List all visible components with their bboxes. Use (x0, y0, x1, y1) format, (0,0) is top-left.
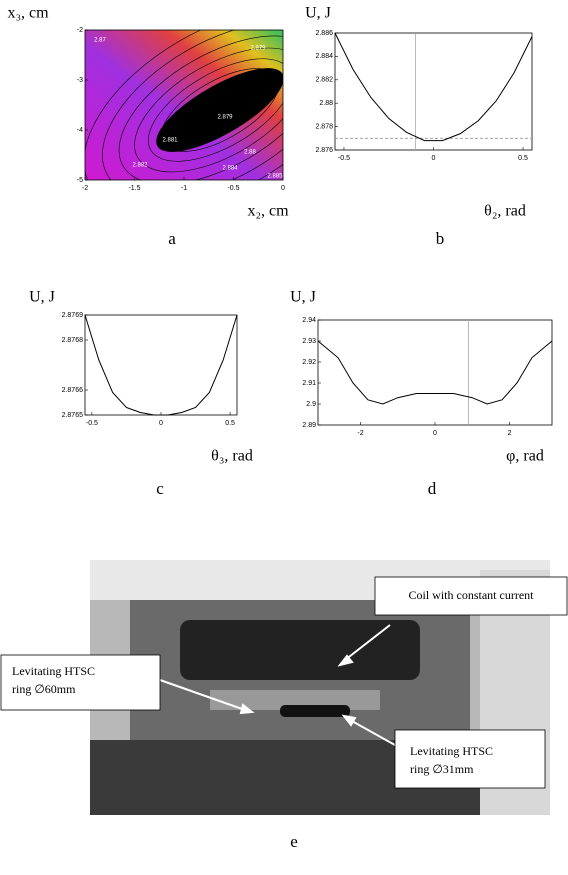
y-tick-label: 2.876 (315, 147, 333, 154)
callout-text: Levitating HTSC (12, 664, 95, 678)
y-axis-label: x₃, cm (7, 5, 49, 22)
y-axis-label: U, J (29, 289, 55, 306)
y-tick-label: 2.8765 (62, 412, 84, 419)
curve (317, 340, 553, 405)
panel-letter: d (428, 479, 437, 498)
x-tick-label: -1.5 (128, 185, 140, 192)
x-tick-label: -0.5 (86, 420, 98, 427)
x-tick-label: 0 (281, 185, 285, 192)
callout-text: Coil with constant current (409, 588, 535, 602)
plot-frame (84, 314, 238, 416)
callout-text: ring ∅31mm (410, 762, 474, 776)
y-tick-label: 2.878 (315, 123, 333, 130)
x-tick-label: -0.5 (227, 185, 239, 192)
contour-label: 2.879 (217, 115, 233, 121)
contour-label: 2.88 (244, 150, 256, 156)
x-tick-label: 2 (508, 430, 512, 437)
x-axis-label: θ₃, rad (211, 448, 253, 465)
y-tick-label: 2.89 (302, 422, 316, 429)
curve (334, 32, 533, 142)
x-axis-label: φ, rad (506, 448, 544, 465)
x-tick-label: -0.5 (338, 155, 350, 162)
y-tick-label: 2.8769 (62, 312, 84, 319)
y-tick-label: 2.9 (306, 401, 316, 408)
x-tick-label: -2 (357, 430, 363, 437)
panel-letter: a (168, 229, 176, 248)
plot-frame (317, 319, 553, 426)
callout-text: Levitating HTSC (410, 744, 493, 758)
y-tick-label: -3 (77, 77, 83, 84)
y-tick-label: 2.882 (315, 77, 333, 84)
y-tick-label: -4 (77, 127, 83, 134)
contour-label: 2.882 (132, 163, 148, 169)
x-tick-label: 0.5 (225, 420, 235, 427)
x-tick-label: 0.5 (518, 155, 528, 162)
y-tick-label: 2.92 (302, 359, 316, 366)
x-tick-label: -1 (181, 185, 187, 192)
x-tick-label: 0 (433, 430, 437, 437)
contour-label: 2.87 (94, 38, 106, 44)
x-tick-label: -2 (82, 185, 88, 192)
panel-letter: b (436, 229, 445, 248)
y-axis-label: U, J (305, 5, 331, 22)
y-tick-label: 2.884 (315, 53, 333, 60)
contour-label: 2.884 (222, 166, 238, 172)
y-tick-label: -2 (77, 27, 83, 34)
contour-field (85, 30, 283, 180)
y-axis-label: U, J (290, 289, 316, 306)
y-tick-label: 2.91 (302, 380, 316, 387)
contour-label: 2.881 (162, 138, 178, 144)
contour-label: 2.879 (250, 46, 266, 52)
y-tick-label: 2.94 (302, 317, 316, 324)
panel-letter: e (290, 832, 298, 851)
x-tick-label: 0 (432, 155, 436, 162)
contour-label: 2.885 (267, 174, 283, 180)
x-axis-label: x₂, cm (247, 203, 289, 220)
photo (0, 560, 568, 815)
y-tick-label: 2.8766 (62, 387, 84, 394)
y-tick-label: 2.88 (319, 100, 333, 107)
x-tick-label: 0 (159, 420, 163, 427)
panel-letter: c (156, 479, 164, 498)
y-tick-label: 2.886 (315, 30, 333, 37)
y-tick-label: -5 (77, 177, 83, 184)
y-tick-label: 2.8768 (62, 337, 84, 344)
curve (84, 314, 238, 416)
callout-text: ring ∅60mm (12, 682, 76, 696)
y-tick-label: 2.93 (302, 338, 316, 345)
x-axis-label: θ₂, rad (484, 203, 526, 220)
